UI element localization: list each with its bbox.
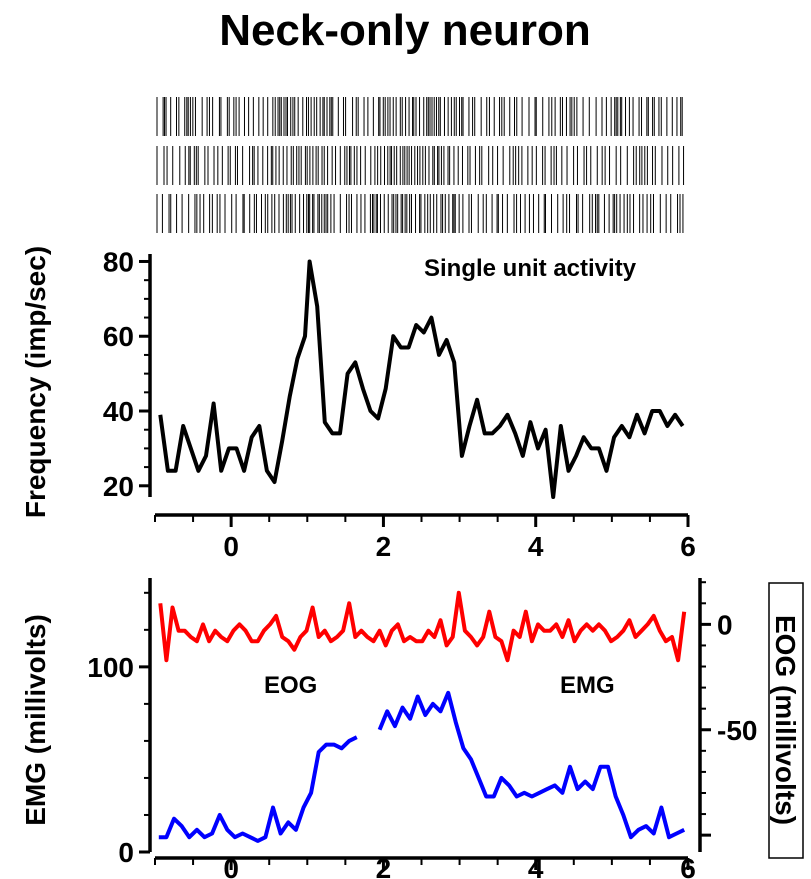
frequency-tick-labels: 20 40 60 80 0 2 4 6	[103, 246, 696, 562]
frequency-x-tick-label: 0	[223, 531, 239, 562]
single-unit-activity-label: Single unit activity	[424, 255, 637, 282]
frequency-x-tick-label: 6	[680, 531, 696, 562]
emg-x-tick-label: 2	[376, 853, 392, 879]
emg-x-tick-label: 4	[528, 853, 544, 879]
frequency-y-tick-label: 80	[103, 246, 134, 277]
eog-annotation: EOG	[264, 672, 317, 699]
raster-trial-3	[156, 194, 684, 233]
frequency-y-axis-label: Frequency (imp/sec)	[20, 246, 51, 518]
emg-eog-chart: 0 100 0 -50 0 2 4 6 EMG (millivolts) EOG (milli…	[20, 578, 804, 879]
emg-annotation: EMG	[560, 672, 615, 699]
eog-y-tick-label: -50	[717, 715, 757, 746]
eog-y-axis-label: EOG (millivolts)	[770, 615, 801, 825]
emg-y-axis-label: EMG (millivolts)	[20, 614, 51, 826]
eog-y-axis-label-box: EOG (millivolts)	[768, 582, 804, 859]
frequency-axes	[139, 254, 690, 527]
emg-series-segment	[158, 735, 358, 843]
emg-series-line	[158, 690, 686, 843]
frequency-x-tick-label: 4	[528, 531, 544, 562]
frequency-series-line	[158, 259, 685, 499]
emg-y-tick-label: 0	[118, 837, 134, 868]
raster-trial-1	[156, 97, 683, 136]
emg-series-segment	[377, 690, 686, 840]
emg-eog-axes	[139, 578, 711, 870]
emg-x-tick-label: 0	[223, 853, 239, 879]
emg-x-tick-label: 6	[680, 853, 696, 879]
figure-title: Neck-only neuron	[219, 6, 591, 55]
frequency-y-tick-label: 40	[103, 396, 134, 427]
frequency-chart: 20 40 60 80 0 2 4 6 Frequency (imp/sec) Single …	[20, 246, 696, 562]
emg-y-tick-label: 100	[87, 652, 134, 683]
raster-trial-2	[156, 146, 685, 185]
frequency-y-tick-label: 20	[103, 471, 134, 502]
spike-raster	[156, 97, 685, 233]
frequency-x-tick-label: 2	[376, 531, 392, 562]
eog-y-tick-label: 0	[717, 609, 733, 640]
eog-series-line	[158, 590, 687, 663]
emg-eog-tick-labels: 0 100 0 -50 0 2 4 6	[87, 609, 757, 879]
frequency-y-tick-label: 60	[103, 321, 134, 352]
